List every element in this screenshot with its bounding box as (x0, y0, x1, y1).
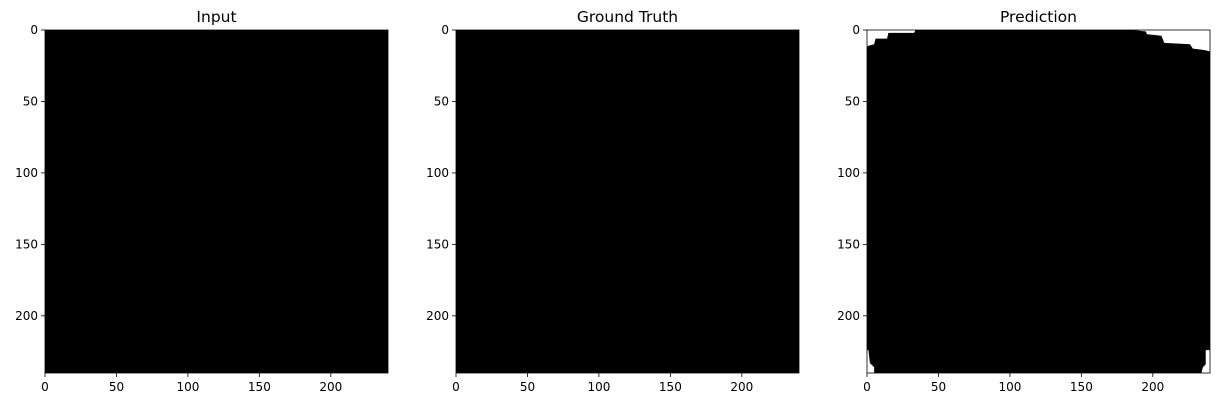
x-tick-label: 100 (998, 380, 1021, 394)
y-tick-label: 0 (441, 23, 449, 37)
x-tick-label: 50 (931, 380, 946, 394)
x-tick-label: 200 (730, 380, 753, 394)
x-tick-label: 0 (863, 380, 871, 394)
x-tick-label: 50 (109, 380, 124, 394)
y-tick-label: 200 (15, 309, 38, 323)
x-tick-label: 150 (248, 380, 271, 394)
x-tick-label: 200 (319, 380, 342, 394)
y-tick-label: 200 (426, 309, 449, 323)
x-tick-label: 100 (176, 380, 199, 394)
y-tick-label: 150 (15, 237, 38, 251)
x-tick-label: 50 (520, 380, 535, 394)
y-tick-label: 0 (30, 23, 38, 37)
panel-ground-truth: 0 50 100 150 200 0 50 100 150 200 Ground Truth (426, 8, 800, 394)
image-fill (456, 30, 799, 373)
white-corner-top-left (867, 30, 916, 48)
axes-frame (44, 29, 389, 374)
white-corner-top-right (1132, 30, 1210, 52)
y-tick-label: 50 (23, 94, 38, 108)
y-tick-label: 100 (15, 166, 38, 180)
image-fill (867, 30, 1210, 373)
x-tick-label: 200 (1141, 380, 1164, 394)
x-tick-label: 150 (1070, 380, 1093, 394)
axes-frame (455, 29, 800, 374)
y-tick-label: 150 (837, 237, 860, 251)
y-tick-label: 0 (852, 23, 860, 37)
panel-title: Ground Truth (577, 8, 678, 26)
panel-prediction: 0 50 100 150 200 0 50 100 150 200 Prediction (837, 8, 1211, 394)
y-tick-label: 100 (837, 166, 860, 180)
white-corner-bottom-left (867, 350, 875, 373)
x-tick-label: 0 (41, 380, 49, 394)
x-tick-label: 150 (659, 380, 682, 394)
x-tick-label: 100 (587, 380, 610, 394)
x-tick-label: 0 (452, 380, 460, 394)
y-tick-label: 50 (434, 94, 449, 108)
panel-title: Prediction (1000, 8, 1077, 26)
image-fill (45, 30, 388, 373)
panel-input: 0 50 100 150 200 0 50 100 150 200 Input (15, 8, 389, 394)
y-tick-label: 200 (837, 309, 860, 323)
axes-frame (866, 29, 1211, 374)
y-tick-label: 150 (426, 237, 449, 251)
y-tick-label: 50 (845, 94, 860, 108)
y-tick-label: 100 (426, 166, 449, 180)
panel-title: Input (196, 8, 236, 26)
white-corner-bottom-right (1201, 350, 1210, 373)
